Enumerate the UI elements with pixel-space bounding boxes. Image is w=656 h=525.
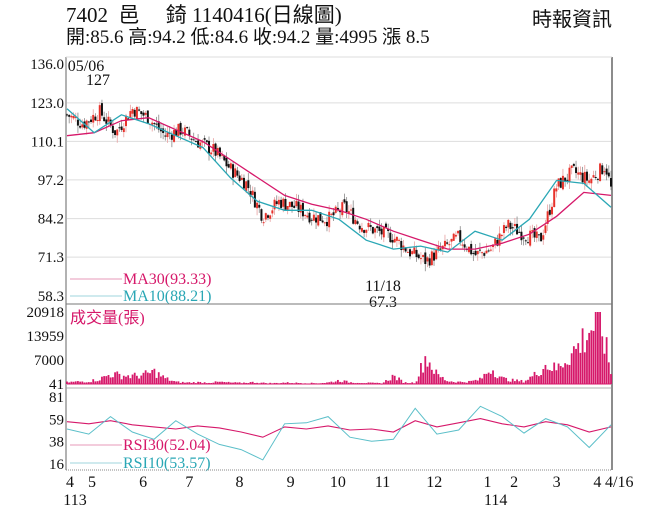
x-month-label: 4 (66, 474, 74, 491)
rsi10-legend: RSI10(53.57) (123, 455, 211, 472)
ohlc-summary: 開:85.6 高:94.2 低:84.6 收:94.2 量:4995 漲 8.5 (66, 27, 430, 48)
x-month-label: 4 (593, 474, 601, 491)
x-month-label: 7 (185, 474, 193, 491)
price-tick-label: 110.1 (31, 134, 64, 150)
x-month-label: 2 (510, 474, 518, 491)
ma10-line (66, 108, 612, 253)
price-tick-label: 97.2 (38, 173, 64, 189)
low-value-annotation: 67.3 (369, 294, 397, 311)
x-month-label: 4/16 (605, 474, 633, 491)
candlesticks (66, 99, 612, 272)
volume-tick-label: 13959 (27, 329, 65, 345)
rsi10-line (66, 405, 612, 461)
volume-tick-label: 20918 (27, 305, 65, 321)
x-month-label: 9 (287, 474, 295, 491)
x-month-label: 6 (139, 474, 147, 491)
volume-tick-label: 7000 (34, 353, 64, 369)
data-source-label: 時報資訊 (532, 9, 612, 31)
volume-title: 成交量(張) (70, 309, 145, 327)
price-gridlines (67, 102, 611, 258)
rsi-tick-label: 16 (49, 457, 65, 473)
rsi-panel: 81 59 38 16 RSI30(52.04) RSI10(53.57) (49, 390, 612, 473)
volume-tick-label: 41 (49, 377, 64, 393)
volume-panel: 20918 13959 7000 41 成交量(張) (27, 305, 612, 393)
ma30-line (66, 117, 612, 250)
price-axis-labels: 136.0 123.0 110.1 97.2 84.2 71.3 58.3 (30, 57, 64, 305)
ma30-legend: MA30(93.33) (123, 271, 211, 288)
price-panel: 136.0 123.0 110.1 97.2 84.2 71.3 58.3 05/06 12… (30, 56, 613, 470)
rsi-tick-label: 38 (49, 434, 64, 450)
x-year-label: 114 (484, 492, 507, 509)
x-month-label: 8 (235, 474, 243, 491)
x-month-label: 3 (553, 474, 561, 491)
x-month-label: 12 (426, 474, 442, 491)
rsi-axis-labels: 81 59 38 16 (49, 390, 65, 473)
x-month-label: 5 (88, 474, 96, 491)
x-month-label: 1 (484, 474, 492, 491)
price-tick-label: 58.3 (38, 289, 64, 305)
chart-title: 7402 邑 錡 1140416(日線圖) (66, 3, 342, 27)
x-month-label: 11 (375, 474, 390, 491)
x-month-label: 10 (330, 474, 346, 491)
ma10-legend: MA10(88.21) (123, 288, 211, 305)
rsi-tick-label: 81 (49, 390, 64, 406)
price-tick-label: 84.2 (38, 212, 64, 228)
rsi-tick-label: 59 (49, 413, 64, 429)
low-date-annotation: 11/18 (365, 278, 401, 295)
rsi30-line (66, 418, 612, 438)
x-year-label: 113 (63, 492, 86, 509)
price-tick-label: 123.0 (30, 96, 64, 112)
high-value-annotation: 127 (86, 72, 110, 89)
volume-axis-labels: 20918 13959 7000 41 (27, 305, 65, 393)
high-date-annotation: 05/06 (68, 58, 104, 75)
price-tick-label: 136.0 (30, 57, 64, 73)
volume-bars (66, 312, 612, 385)
price-tick-label: 71.3 (38, 250, 64, 266)
rsi30-legend: RSI30(52.04) (123, 437, 211, 454)
